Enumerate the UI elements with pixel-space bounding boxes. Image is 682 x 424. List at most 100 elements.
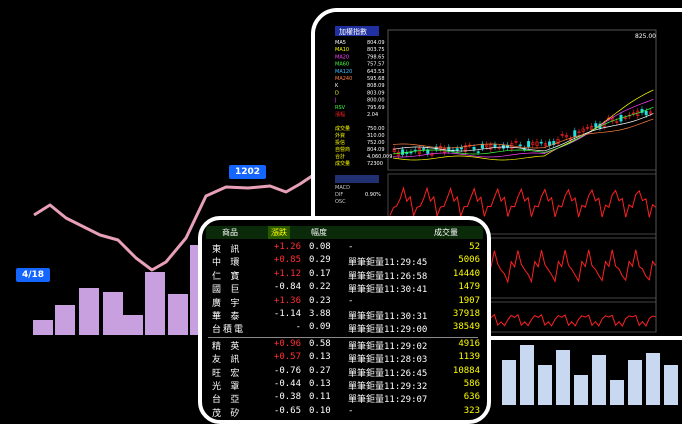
- table-row[interactable]: 茂 矽 -0.65 0.10 - 323: [208, 405, 480, 419]
- lower-label: 成交量: [335, 160, 350, 167]
- table-row[interactable]: 東 訊 +1.26 0.08 - 52: [208, 242, 480, 255]
- alert-note: 單筆鉅量11:29:00: [348, 325, 428, 336]
- percent-value: 0.27: [309, 365, 331, 376]
- volume-value: 10884: [452, 365, 480, 376]
- value-tag: 1202: [229, 165, 267, 179]
- table-row[interactable]: 旺 宏 -0.76 0.27 單筆鉅量11:26:45 10884: [208, 365, 480, 379]
- lower-value: 4,060,009: [367, 154, 392, 160]
- volume-value: 1479: [458, 282, 480, 293]
- stock-name: 仁 寶: [212, 271, 242, 282]
- bg-bar: [538, 365, 552, 405]
- indicator-value: 798.65: [367, 54, 385, 60]
- indicator-label: D: [335, 90, 339, 96]
- header-volume[interactable]: 成交量: [434, 228, 458, 237]
- quote-phone: 商品 漲跌 幅度 成交量 東 訊 +1.26 0.08 - 52 中 環 +0.85 0.29…: [198, 216, 491, 424]
- volume-value: 323: [463, 405, 480, 416]
- change-value: -0.84: [273, 282, 301, 293]
- percent-value: 0.09: [309, 322, 331, 333]
- stock-name: 廣 宇: [212, 298, 242, 309]
- table-row[interactable]: 華 泰 -1.14 3.88 單筆鉅量11:30:31 37918: [208, 309, 480, 322]
- change-value: -: [295, 322, 301, 333]
- bg-bar: [574, 375, 588, 405]
- table-row[interactable]: 中 環 +0.85 0.29 單筆鉅量11:29:45 5006: [208, 255, 480, 268]
- panel-value: 0.90%: [365, 192, 381, 198]
- stock-name: 國 巨: [212, 285, 242, 296]
- percent-value: 0.58: [309, 338, 331, 349]
- percent-value: 0.10: [309, 405, 331, 416]
- lower-label: 投信: [335, 139, 345, 146]
- indicator-label: MA120: [335, 69, 352, 75]
- indicator-value: 2.04: [367, 112, 378, 118]
- indicator-value: 808.09: [367, 83, 385, 89]
- indicator-value: 800.00: [367, 98, 385, 104]
- panel-label: MACD: [335, 185, 350, 191]
- percent-value: 0.08: [309, 242, 331, 252]
- bg-bar: [628, 360, 642, 405]
- bg-bar: [168, 294, 188, 335]
- lower-value: 72300: [367, 161, 383, 167]
- stock-name: 台 亞: [212, 395, 242, 406]
- alert-note: 單筆鉅量11:30:31: [348, 312, 428, 322]
- bg-bar: [502, 360, 516, 405]
- table-row[interactable]: 精 英 +0.96 0.58 單筆鉅量11:29:02 4916: [208, 338, 480, 352]
- indicator-label: J: [334, 98, 336, 104]
- change-value: +1.12: [273, 268, 301, 279]
- stock-name: 華 泰: [212, 312, 242, 322]
- volume-value: 14440: [452, 268, 480, 279]
- change-value: +1.36: [273, 295, 301, 306]
- lower-label: 外資: [335, 132, 345, 139]
- indicator-label: RSV: [335, 105, 346, 111]
- indicator-value: 757.57: [367, 62, 385, 68]
- bg-bar: [33, 320, 53, 335]
- alert-note: 單筆鉅量11:29:32: [348, 382, 428, 392]
- table-row[interactable]: 台 亞 -0.38 0.11 單筆鉅量11:29:07 636: [208, 392, 480, 406]
- header-percent[interactable]: 幅度: [311, 228, 327, 237]
- lower-label: 自營商: [335, 146, 350, 153]
- indicator-label: MA10: [335, 47, 349, 53]
- indicator-value: 595.68: [367, 76, 385, 82]
- volume-value: 586: [463, 379, 480, 389]
- indicator-value: 795.69: [367, 105, 385, 111]
- change-value: -1.14: [273, 309, 301, 319]
- indicator-label: 漲幅: [335, 111, 345, 118]
- panel-label: OSC: [335, 199, 346, 205]
- alert-note: -: [348, 405, 354, 416]
- change-value: +1.26: [273, 242, 301, 252]
- volume-value: 1139: [458, 352, 480, 363]
- alert-note: -: [348, 242, 354, 252]
- change-value: -0.76: [273, 365, 301, 376]
- table-row[interactable]: 國 巨 -0.84 0.22 單筆鉅量11:30:41 1479: [208, 282, 480, 296]
- header-product[interactable]: 商品: [222, 228, 238, 237]
- indicator-label: MA20: [335, 54, 349, 60]
- indicator-value: 804.09: [367, 40, 385, 46]
- volume-value: 37918: [452, 309, 480, 319]
- header-change[interactable]: 漲跌: [268, 226, 290, 239]
- table-row[interactable]: 友 訊 +0.57 0.13 單筆鉅量11:28:03 1139: [208, 352, 480, 365]
- indicator-label: MA240: [335, 76, 352, 82]
- change-value: +0.96: [273, 338, 301, 349]
- bg-bar: [145, 272, 165, 335]
- table-row[interactable]: 台積電 -0.09 單筆鉅量11:29:00 38549: [208, 322, 480, 336]
- bg-bar: [123, 315, 143, 335]
- percent-value: 0.17: [309, 268, 331, 279]
- percent-value: 0.13: [309, 352, 331, 363]
- bg-bar: [592, 355, 606, 405]
- change-value: +0.85: [273, 255, 301, 266]
- table-row[interactable]: 光 罩 -0.44 0.13 單筆鉅量11:29:32 586: [208, 379, 480, 392]
- lower-value: 752.00: [367, 140, 385, 146]
- volume-value: 636: [463, 392, 480, 403]
- table-row[interactable]: 仁 寶 +1.12 0.17 單筆鉅量11:26:58 14440: [208, 268, 480, 282]
- indicator-value: 803.75: [367, 47, 385, 53]
- change-value: -0.38: [273, 392, 301, 403]
- stock-name: 旺 宏: [212, 368, 242, 379]
- table-divider: [208, 336, 478, 338]
- stock-name: 東 訊: [212, 245, 242, 255]
- table-row[interactable]: 廣 宇 +1.36 0.23 - 1907: [208, 295, 480, 309]
- indicator-value: 643.53: [367, 69, 385, 75]
- percent-value: 3.88: [309, 309, 331, 319]
- stock-name: 台積電: [212, 325, 246, 336]
- bg-bar: [556, 350, 570, 405]
- bg-bar: [79, 288, 99, 335]
- volume-value: 52: [469, 242, 480, 252]
- alert-note: 單筆鉅量11:30:41: [348, 285, 428, 296]
